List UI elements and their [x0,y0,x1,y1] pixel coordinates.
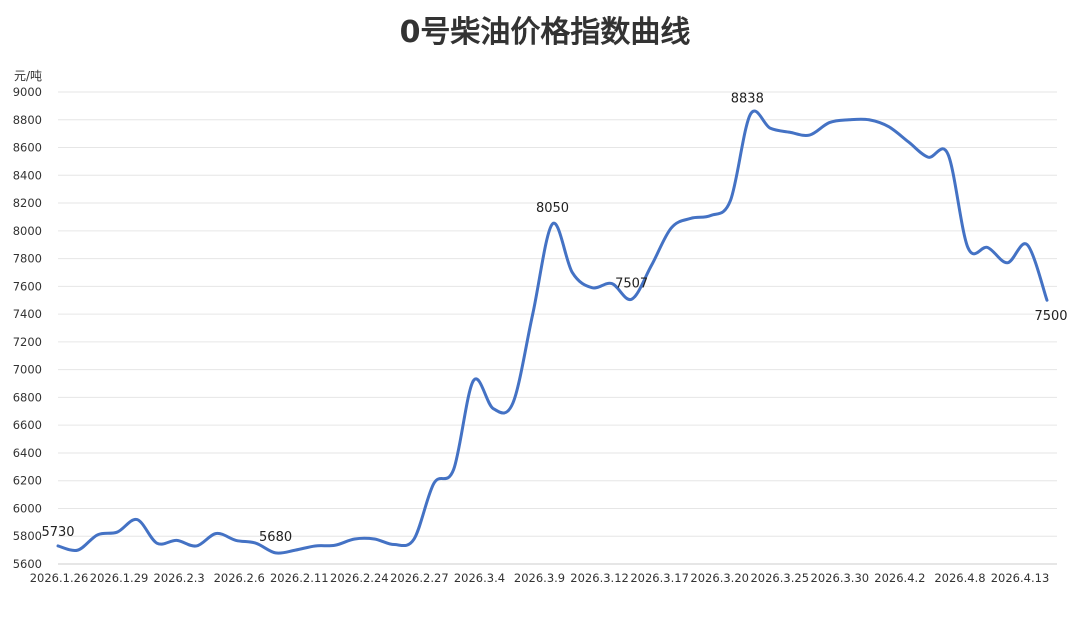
y-tick-label: 6200 [13,474,42,488]
y-tick-label: 6000 [13,501,42,515]
x-tick-label: 2026.2.24 [330,571,389,585]
x-axis-ticks: 2026.1.26 2026.1.29 2026.2.3 2026.2.6 2026.2… [30,571,1050,585]
y-axis-ticks: 5600 5800 6000 6200 6400 6600 6800 7000 7200 7400… [13,85,42,571]
x-tick-label: 2026.1.29 [90,571,149,585]
y-tick-label: 8200 [13,196,42,210]
grid-lines [58,91,1057,565]
data-labels: 5730 5680 8050 7507 8838 7500 [41,91,1067,544]
x-tick-label: 2026.4.13 [991,571,1050,585]
data-label: 8050 [536,201,569,216]
x-tick-label: 2026.3.12 [570,571,629,585]
y-tick-label: 8600 [13,141,42,155]
y-tick-label: 7400 [13,307,42,321]
x-tick-label: 2026.2.27 [390,571,449,585]
y-tick-label: 8000 [13,224,42,238]
x-tick-label: 2026.4.2 [874,571,925,585]
y-tick-label: 5800 [13,529,42,543]
y-axis-unit-label: 元/吨 [14,69,42,83]
data-label: 7507 [615,276,648,291]
data-label: 5680 [259,530,292,545]
y-tick-label: 6800 [13,390,42,404]
x-tick-label: 2026.3.4 [454,571,505,585]
y-tick-label: 7200 [13,335,42,349]
y-tick-label: 6600 [13,418,42,432]
x-tick-label: 2026.3.25 [750,571,809,585]
y-tick-label: 5600 [13,557,42,571]
y-tick-label: 8400 [13,168,42,182]
x-tick-label: 2026.2.11 [270,571,329,585]
data-label: 8838 [731,91,764,106]
y-tick-label: 8800 [13,113,42,127]
data-label: 7500 [1034,309,1067,324]
x-tick-label: 2026.3.20 [690,571,749,585]
x-tick-label: 2026.2.3 [154,571,205,585]
y-tick-label: 9000 [13,85,42,99]
x-tick-label: 2026.4.8 [934,571,985,585]
y-tick-label: 6400 [13,446,42,460]
x-tick-label: 2026.2.6 [214,571,265,585]
x-tick-label: 2026.3.30 [811,571,870,585]
x-tick-label: 2026.3.9 [514,571,565,585]
x-tick-label: 2026.1.26 [30,571,89,585]
data-label: 5730 [41,525,74,540]
y-tick-label: 7600 [13,279,42,293]
x-tick-label: 2026.3.17 [630,571,689,585]
y-tick-label: 7000 [13,363,42,377]
series-line [56,109,1049,555]
y-tick-label: 7800 [13,252,42,266]
chart-title: 0号柴油价格指数曲线 [400,15,691,50]
